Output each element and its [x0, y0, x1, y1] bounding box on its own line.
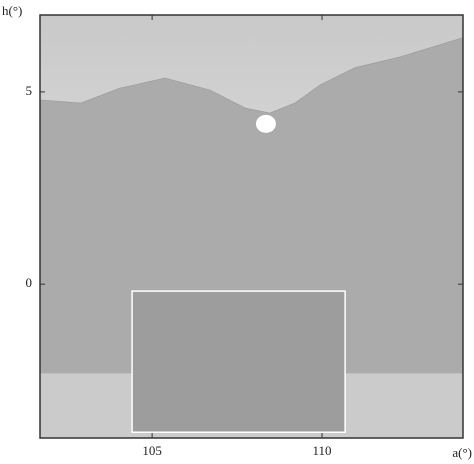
block — [131, 290, 346, 433]
y-tick-label: 0 — [26, 275, 33, 290]
x-tick-label: 105 — [142, 443, 162, 458]
x-tick-label: 110 — [312, 443, 331, 458]
x-axis-label: a(°) — [452, 445, 472, 460]
y-tick-label: 5 — [26, 83, 33, 98]
y-axis-label: h(°) — [2, 3, 22, 18]
sun — [255, 114, 276, 133]
frame — [39, 14, 464, 439]
